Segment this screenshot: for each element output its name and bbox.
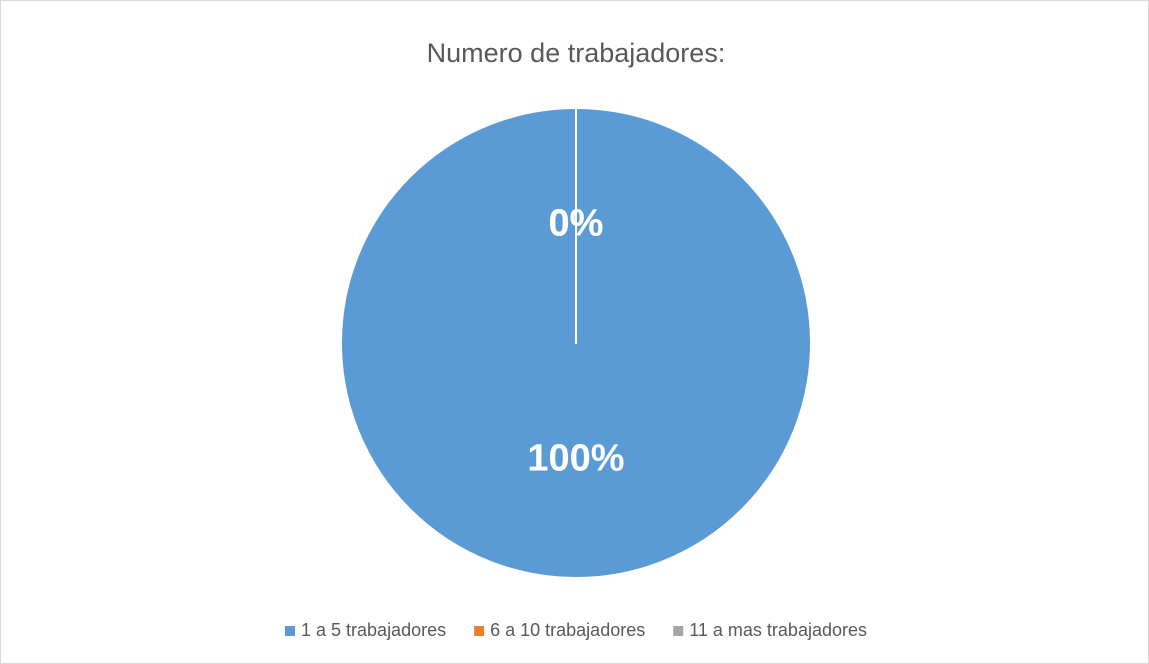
legend-swatch (673, 626, 684, 636)
chart-title: Numero de trabajadores: (427, 38, 726, 68)
legend-label: 1 a 5 trabajadores (301, 620, 446, 640)
legend-label: 11 a mas trabajadores (689, 620, 867, 640)
data-label: 100% (527, 438, 624, 480)
data-label: 0% (549, 203, 604, 245)
data-label: 0% (549, 203, 604, 245)
legend-swatch (474, 626, 485, 636)
legend-label: 6 a 10 trabajadores (490, 620, 645, 640)
legend-swatch (285, 626, 295, 636)
